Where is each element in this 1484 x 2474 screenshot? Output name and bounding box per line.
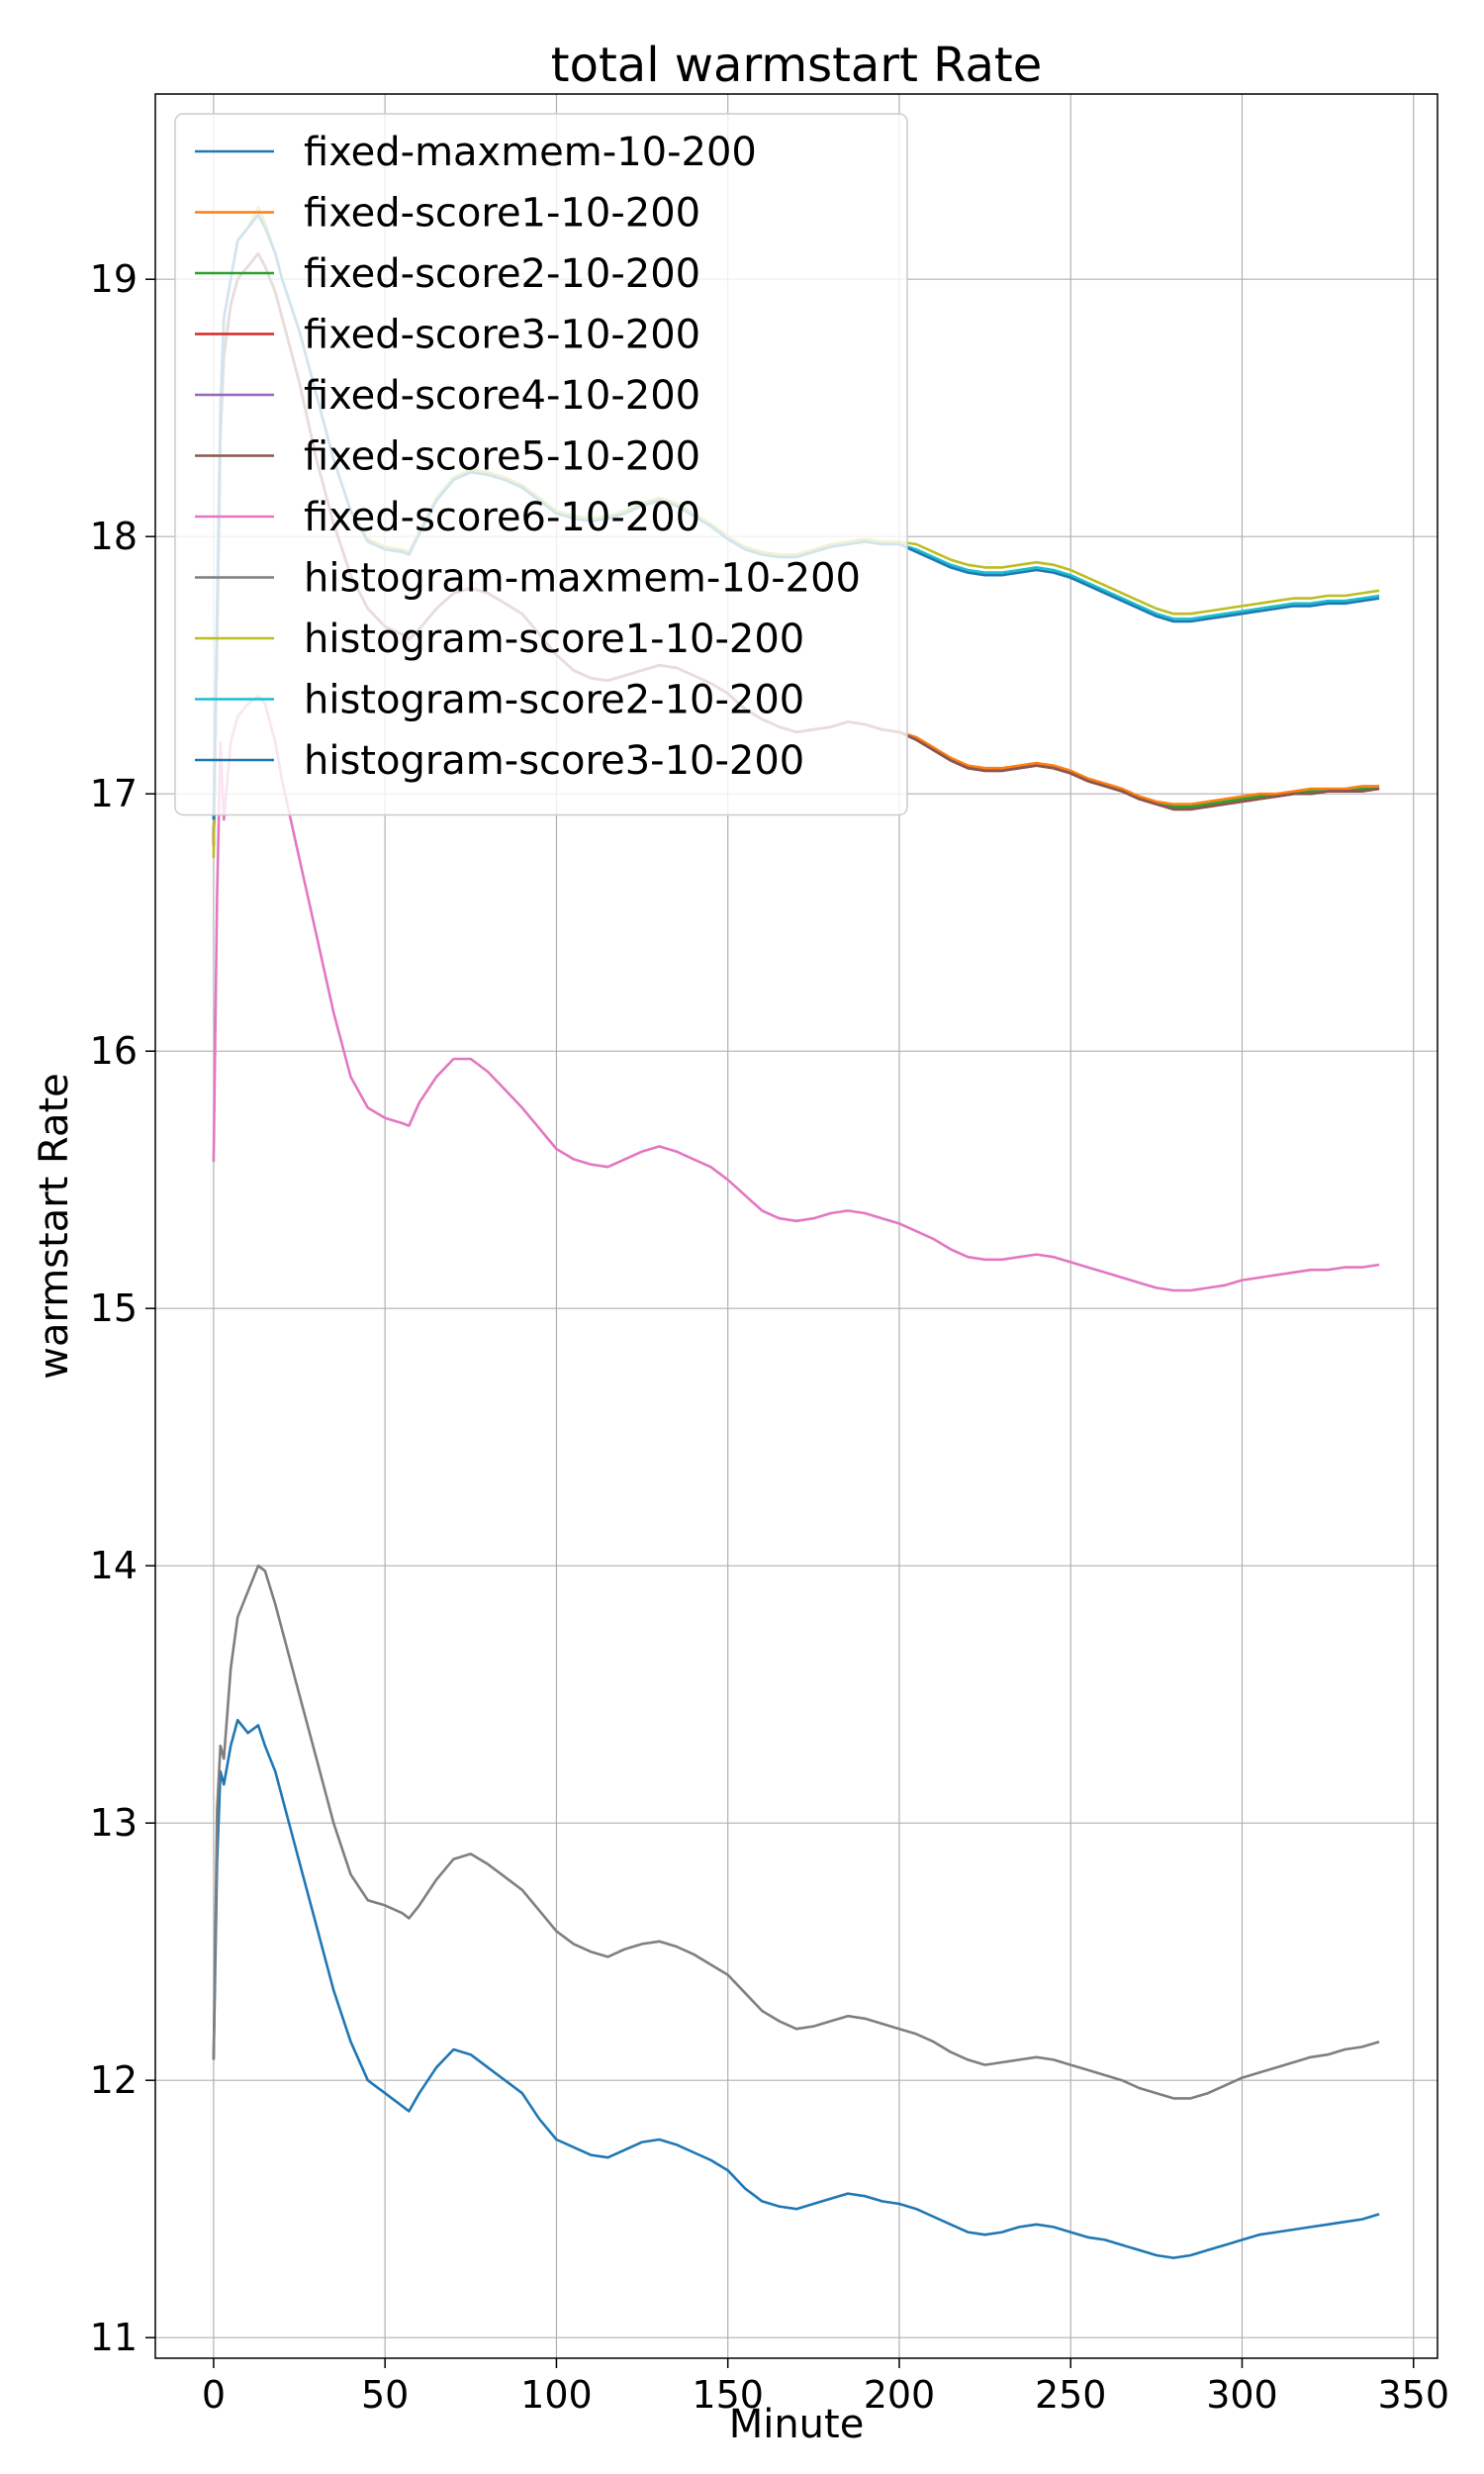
x-tick-label: 0 bbox=[202, 2373, 226, 2417]
x-tick-label: 200 bbox=[864, 2373, 936, 2417]
y-axis-label: warmstart Rate bbox=[32, 1073, 77, 1380]
series-line-fixed-maxmem-10-200 bbox=[212, 1718, 1380, 2259]
legend-label: fixed-maxmem-10-200 bbox=[304, 130, 757, 175]
x-tick-label: 50 bbox=[361, 2373, 409, 2417]
y-tick-label: 18 bbox=[90, 515, 138, 558]
y-tick-label: 13 bbox=[90, 1801, 138, 1845]
x-tick-label: 100 bbox=[520, 2373, 593, 2417]
y-tick-label: 14 bbox=[90, 1544, 138, 1587]
legend-label: histogram-score3-10-200 bbox=[304, 738, 804, 784]
y-tick-label: 16 bbox=[90, 1029, 138, 1073]
legend-label: fixed-score5-10-200 bbox=[304, 434, 700, 480]
legend-label: fixed-score3-10-200 bbox=[304, 313, 700, 358]
y-tick-label: 19 bbox=[90, 257, 138, 301]
plot-frame bbox=[154, 93, 1438, 2359]
series-line-histogram-maxmem-10-200 bbox=[212, 1564, 1380, 2100]
x-axis: 0 50 100 150 200 250 300 350 bbox=[202, 2358, 1449, 2417]
x-tick-label: 150 bbox=[692, 2373, 764, 2417]
x-axis-label: Minute bbox=[729, 2402, 865, 2447]
legend: fixed-maxmem-10-200 fixed-score1-10-200 fi… bbox=[174, 113, 908, 816]
y-tick-label: 12 bbox=[90, 2058, 138, 2102]
legend-label: fixed-score4-10-200 bbox=[304, 373, 700, 419]
legend-box bbox=[174, 113, 908, 816]
legend-label: fixed-score6-10-200 bbox=[304, 495, 700, 540]
legend-label: fixed-score1-10-200 bbox=[304, 191, 700, 237]
x-tick-label: 350 bbox=[1377, 2373, 1449, 2417]
legend-label: histogram-score1-10-200 bbox=[304, 617, 804, 662]
y-axis: 11 12 13 14 15 16 17 18 19 bbox=[90, 257, 155, 2359]
x-tick-label: 300 bbox=[1206, 2373, 1278, 2417]
y-tick-label: 15 bbox=[90, 1286, 138, 1330]
chart-title: total warmstart Rate bbox=[551, 38, 1042, 93]
y-tick-label: 17 bbox=[90, 772, 138, 815]
y-tick-label: 11 bbox=[90, 2316, 138, 2359]
legend-label: histogram-score2-10-200 bbox=[304, 678, 804, 723]
legend-label: histogram-maxmem-10-200 bbox=[304, 556, 861, 602]
series-line-fixed-score6-10-200 bbox=[212, 695, 1380, 1292]
legend-label: fixed-score2-10-200 bbox=[304, 251, 700, 297]
x-tick-label: 250 bbox=[1035, 2373, 1107, 2417]
